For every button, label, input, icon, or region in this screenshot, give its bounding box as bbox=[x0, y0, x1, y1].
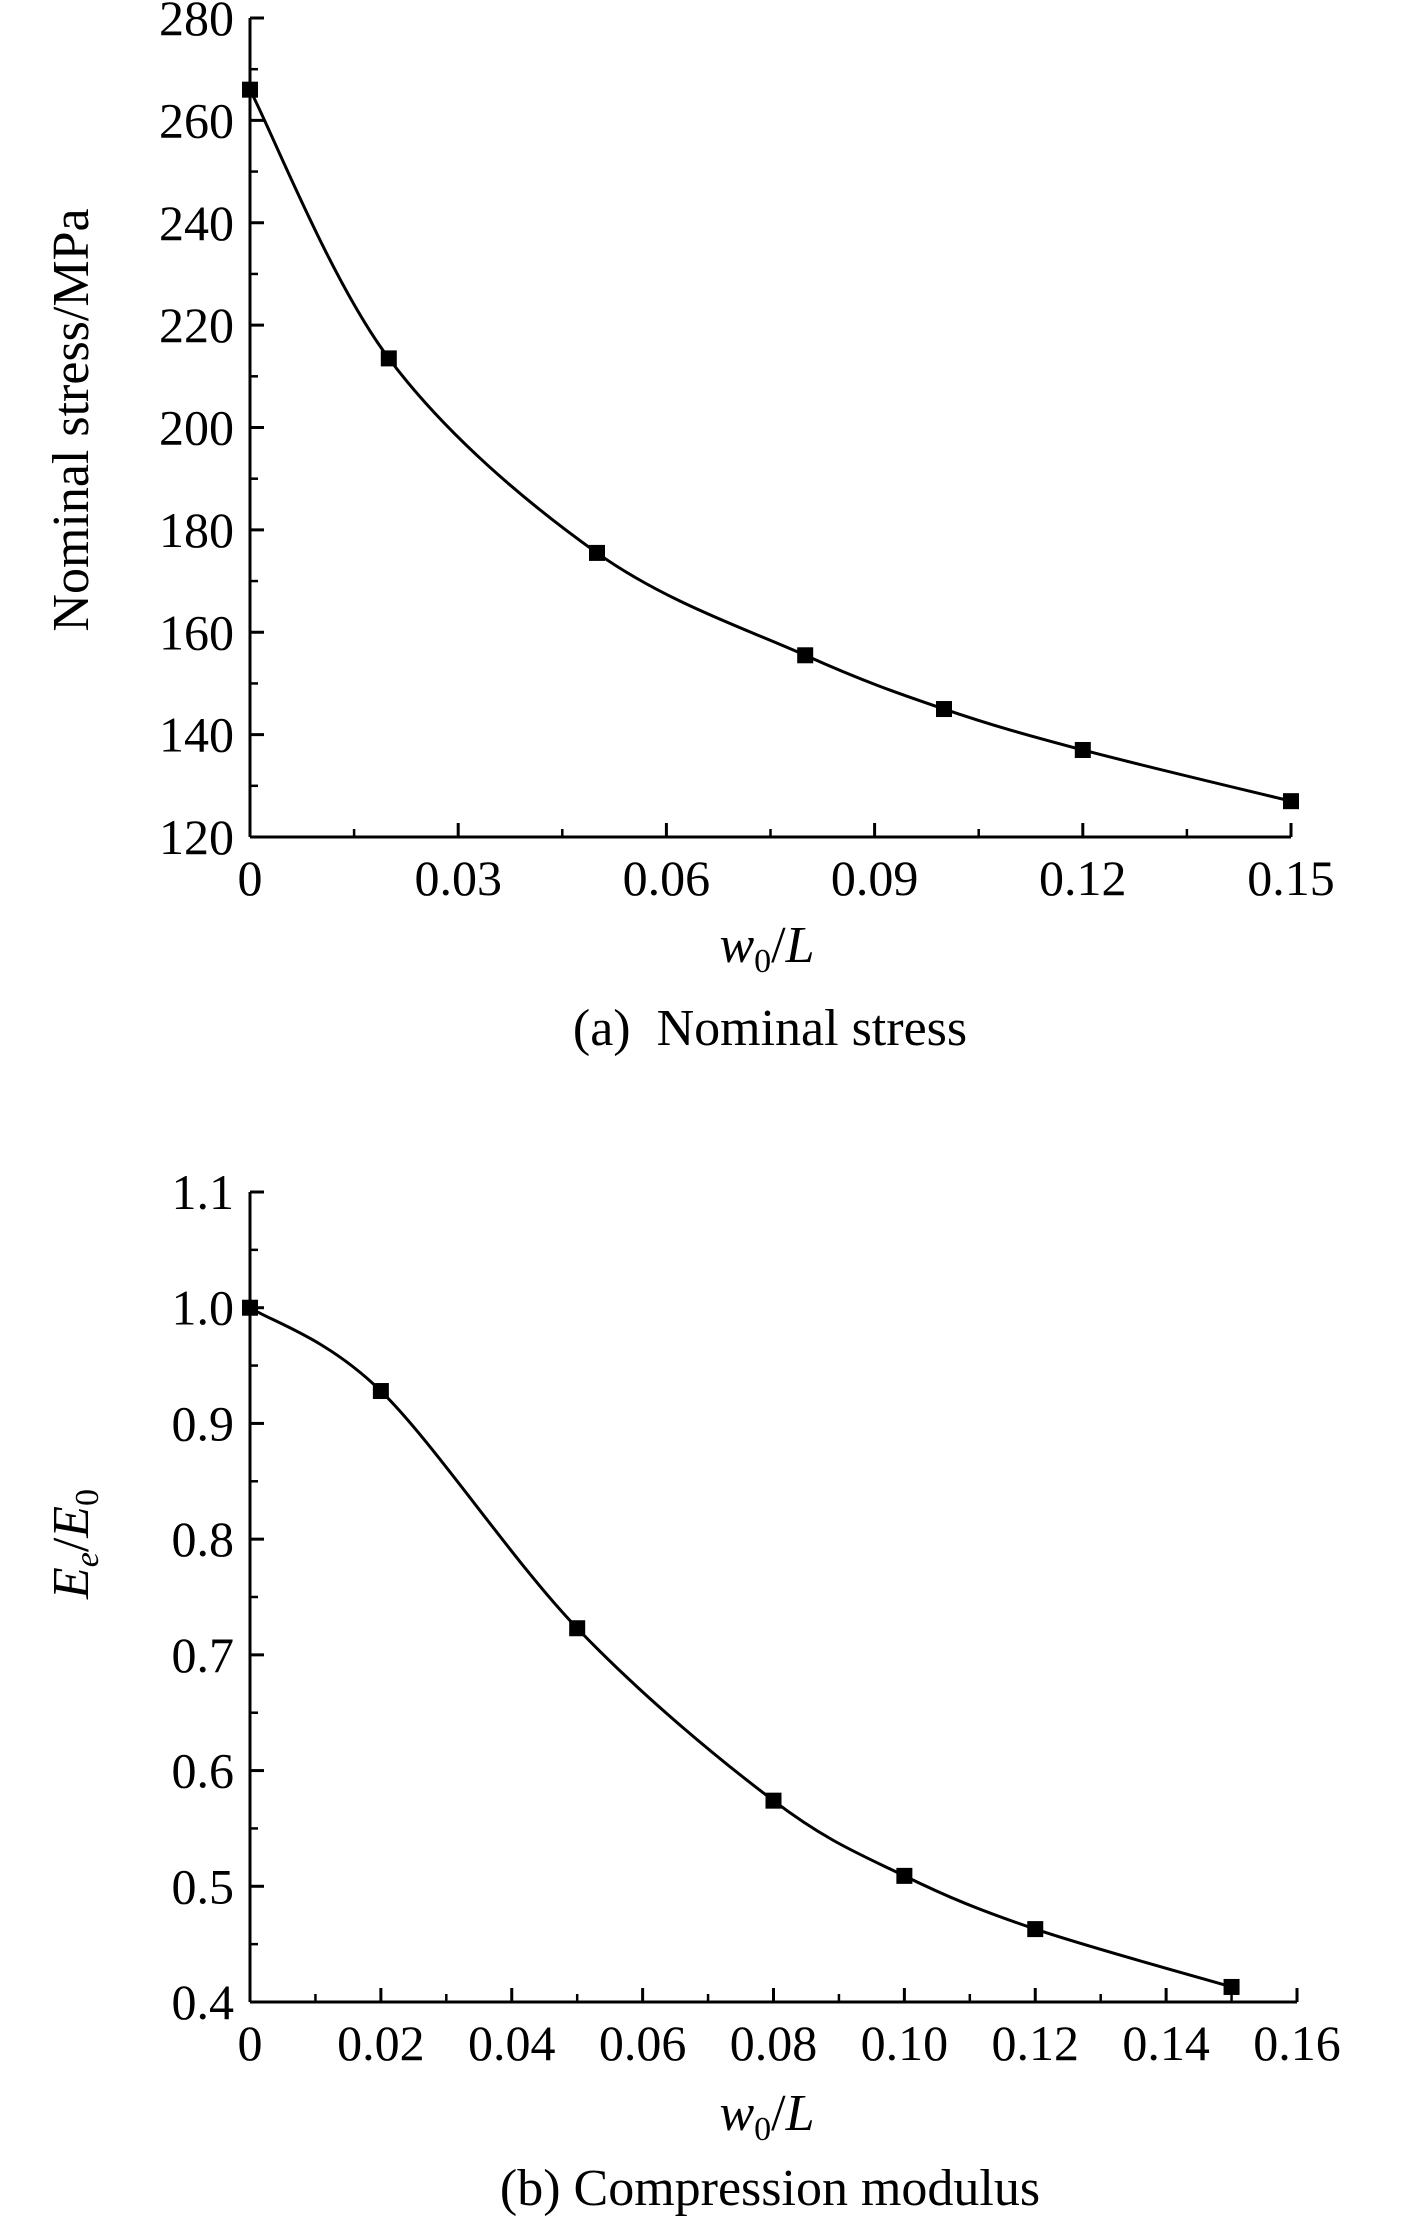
panel-b-data-point bbox=[1223, 1978, 1240, 1995]
panel-b-data-point bbox=[1027, 1921, 1044, 1938]
panel-a-x-tick-label: 0.03 bbox=[414, 850, 502, 906]
panel-b-x-label-main: w bbox=[719, 2085, 754, 2142]
panel-b-axes: 0 0.02 0.04 0.06 0.08 0.10 0.12 0.14 0.16 0.4 0.5 0… bbox=[172, 1164, 1341, 2071]
panel-a-data-point bbox=[1074, 741, 1091, 758]
panel-b-y-tick-label: 1.0 bbox=[172, 1280, 235, 1336]
panel-b-y-label-subscript: e bbox=[69, 1552, 106, 1567]
panel-b-x-tick-label: 0.06 bbox=[599, 2015, 687, 2071]
panel-b-y-tick-label: 1.1 bbox=[172, 1164, 235, 1220]
panel-b-x-axis-label: w0/L bbox=[719, 2085, 814, 2148]
panel-b-x-label-tail: L bbox=[785, 2085, 815, 2142]
panel-b-y-label-tail-subscript: 0 bbox=[69, 1489, 106, 1506]
panel-b-x-tick-label: 0.02 bbox=[337, 2015, 425, 2071]
panel-a-x-label-tail: L bbox=[785, 917, 815, 974]
panel-a-y-tick-label: 220 bbox=[159, 297, 234, 353]
panel-b-series-line bbox=[249, 1306, 1232, 1989]
panel-b-y-tick-label: 0.6 bbox=[172, 1743, 235, 1799]
panel-a-x-tick-label: 0.09 bbox=[831, 850, 919, 906]
panel-a-x-axis-label: w0/L bbox=[719, 917, 814, 980]
panel-a-x-label-main: w bbox=[719, 917, 754, 974]
panel-a-x-label-slash: / bbox=[771, 917, 786, 974]
panel-a-data-point bbox=[1283, 793, 1299, 810]
panel-a-x-tick-label: 0.12 bbox=[1039, 850, 1127, 906]
panel-b-compression-modulus: 0 0.02 0.04 0.06 0.08 0.10 0.12 0.14 0.16 0.4 0.5 0… bbox=[43, 1164, 1341, 2217]
panel-a-nominal-stress: 0 0.03 0.06 0.09 0.12 0.15 120 140 160 180 200 220 2… bbox=[43, 0, 1335, 1057]
panel-a-y-tick-label: 260 bbox=[159, 92, 234, 148]
panel-b-y-tick-label: 0.7 bbox=[172, 1627, 235, 1683]
panel-b-data-point bbox=[372, 1383, 389, 1400]
panel-b-x-label-subscript: 0 bbox=[754, 2111, 771, 2148]
panel-a-series bbox=[242, 81, 1299, 810]
panel-b-x-tick-label: 0.04 bbox=[468, 2015, 556, 2071]
panel-a-series-line bbox=[248, 88, 1292, 803]
panel-a-x-tick-label: 0.06 bbox=[623, 850, 711, 906]
panel-b-x-tick-label: 0.14 bbox=[1122, 2015, 1210, 2071]
panel-b-x-tick-label: 0.16 bbox=[1253, 2015, 1341, 2071]
panel-b-x-tick-label: 0.08 bbox=[730, 2015, 818, 2071]
panel-a-y-tick-label: 140 bbox=[159, 707, 234, 763]
panel-a-x-tick-label: 0.15 bbox=[1247, 850, 1335, 906]
panel-b-y-tick-label: 0.5 bbox=[172, 1858, 235, 1914]
panel-a-data-point bbox=[589, 544, 605, 561]
panel-b-y-label-tail: E bbox=[43, 1506, 100, 1539]
panel-a-y-tick-label: 280 bbox=[159, 0, 234, 46]
panel-b-y-label-slash: / bbox=[43, 1537, 100, 1552]
panel-a-axes: 0 0.03 0.06 0.09 0.12 0.15 120 140 160 180 200 220 2… bbox=[159, 0, 1335, 906]
panel-b-y-tick-label: 0.4 bbox=[172, 1974, 235, 2030]
panel-a-caption: (a) Nominal stress bbox=[573, 1000, 967, 1057]
panel-a-data-point bbox=[380, 350, 397, 367]
panel-b-data-point bbox=[765, 1792, 782, 1809]
panel-a-y-tick-label: 240 bbox=[159, 195, 234, 251]
panel-a-y-tick-label: 120 bbox=[159, 809, 234, 865]
panel-b-data-point bbox=[242, 1299, 258, 1316]
panel-b-x-tick-label: 0 bbox=[238, 2015, 263, 2071]
panel-b-data-point bbox=[569, 1620, 586, 1637]
panel-a-data-point bbox=[242, 81, 258, 98]
panel-a-x-tick-label: 0 bbox=[238, 850, 263, 906]
panel-a-y-tick-label: 180 bbox=[159, 502, 234, 558]
panel-b-y-tick-label: 0.9 bbox=[172, 1395, 235, 1451]
panel-b-data-point bbox=[896, 1867, 913, 1884]
panel-a-data-point bbox=[797, 647, 814, 664]
panel-a-y-tick-label: 160 bbox=[159, 604, 234, 660]
panel-b-x-tick-label: 0.10 bbox=[861, 2015, 949, 2071]
panel-b-y-axis-label: Ee/E0 bbox=[43, 1489, 106, 1600]
panel-a-data-point bbox=[936, 701, 952, 718]
panel-b-x-tick-label: 0.12 bbox=[992, 2015, 1080, 2071]
panel-b-series bbox=[242, 1299, 1240, 1995]
panel-a-x-label-subscript: 0 bbox=[754, 943, 771, 980]
panel-b-caption: (b) Compression modulus bbox=[500, 2160, 1040, 2217]
panel-a-y-tick-label: 200 bbox=[159, 400, 234, 456]
panel-b-y-label-main: E bbox=[43, 1567, 100, 1600]
panel-b-x-label-slash: / bbox=[771, 2085, 786, 2142]
panel-a-y-axis-label: Nominal stress/MPa bbox=[43, 208, 100, 631]
panel-b-y-tick-label: 0.8 bbox=[172, 1511, 235, 1567]
